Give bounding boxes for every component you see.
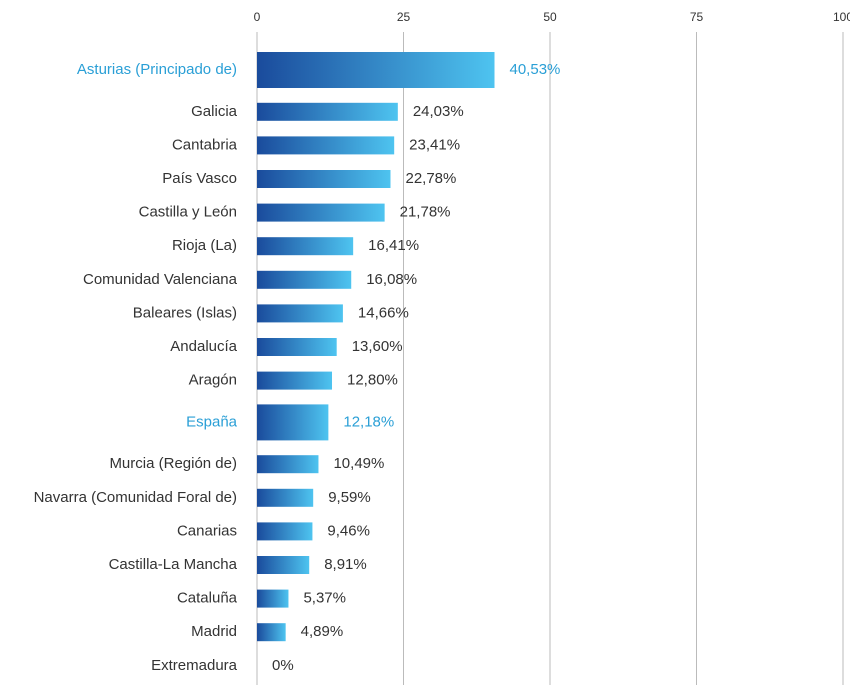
category-label: Canarias	[177, 522, 237, 539]
bar	[257, 488, 314, 507]
value-label: 16,41%	[368, 237, 419, 254]
category-label: Comunidad Valenciana	[83, 271, 238, 288]
bar	[257, 404, 329, 441]
value-label: 9,46%	[327, 522, 370, 539]
category-label: Cataluña	[177, 590, 238, 607]
value-label: 10,49%	[333, 455, 384, 472]
bar	[257, 371, 333, 390]
category-label: País Vasco	[162, 170, 237, 187]
value-label: 9,59%	[328, 489, 371, 506]
bar	[257, 589, 289, 608]
value-label: 4,89%	[301, 623, 344, 640]
value-label: 16,08%	[366, 271, 417, 288]
category-label: Baleares (Islas)	[133, 304, 237, 321]
value-label: 23,41%	[409, 136, 460, 153]
x-tick-label: 75	[690, 10, 704, 24]
value-label: 21,78%	[400, 204, 451, 221]
category-label: España	[186, 413, 238, 430]
bar	[257, 270, 352, 289]
bar	[257, 623, 286, 642]
value-label: 40,53%	[510, 61, 561, 78]
bar	[257, 522, 313, 541]
bar	[257, 237, 354, 256]
bar	[257, 304, 343, 323]
category-label: Navarra (Comunidad Foral de)	[34, 489, 237, 506]
value-label: 13,60%	[352, 338, 403, 355]
x-tick-label: 100	[833, 10, 850, 24]
value-label: 8,91%	[324, 556, 367, 573]
x-tick-label: 25	[397, 10, 411, 24]
value-label: 0%	[272, 657, 294, 674]
category-label: Castilla y León	[139, 204, 237, 221]
x-tick-label: 50	[543, 10, 557, 24]
category-label: Aragón	[189, 372, 237, 389]
category-label: Castilla-La Mancha	[109, 556, 238, 573]
bar	[257, 203, 385, 222]
bar	[257, 102, 398, 121]
category-label: Galicia	[191, 103, 238, 120]
bar	[257, 556, 310, 574]
value-label: 5,37%	[303, 590, 346, 607]
category-label: Extremadura	[151, 657, 238, 674]
category-label: Murcia (Región de)	[109, 455, 237, 472]
bar	[257, 455, 319, 474]
category-label: Asturias (Principado de)	[77, 61, 237, 78]
x-tick-label: 0	[254, 10, 261, 24]
bar	[257, 136, 395, 155]
value-label: 24,03%	[413, 103, 464, 120]
value-label: 12,80%	[347, 372, 398, 389]
category-label: Cantabria	[172, 136, 238, 153]
bar	[257, 170, 391, 188]
value-label: 12,18%	[343, 413, 394, 430]
bar	[257, 52, 495, 88]
bar	[257, 338, 337, 356]
category-label: Rioja (La)	[172, 237, 237, 254]
value-label: 22,78%	[405, 170, 456, 187]
category-label: Andalucía	[170, 338, 237, 355]
value-label: 14,66%	[358, 304, 409, 321]
category-label: Madrid	[191, 623, 237, 640]
